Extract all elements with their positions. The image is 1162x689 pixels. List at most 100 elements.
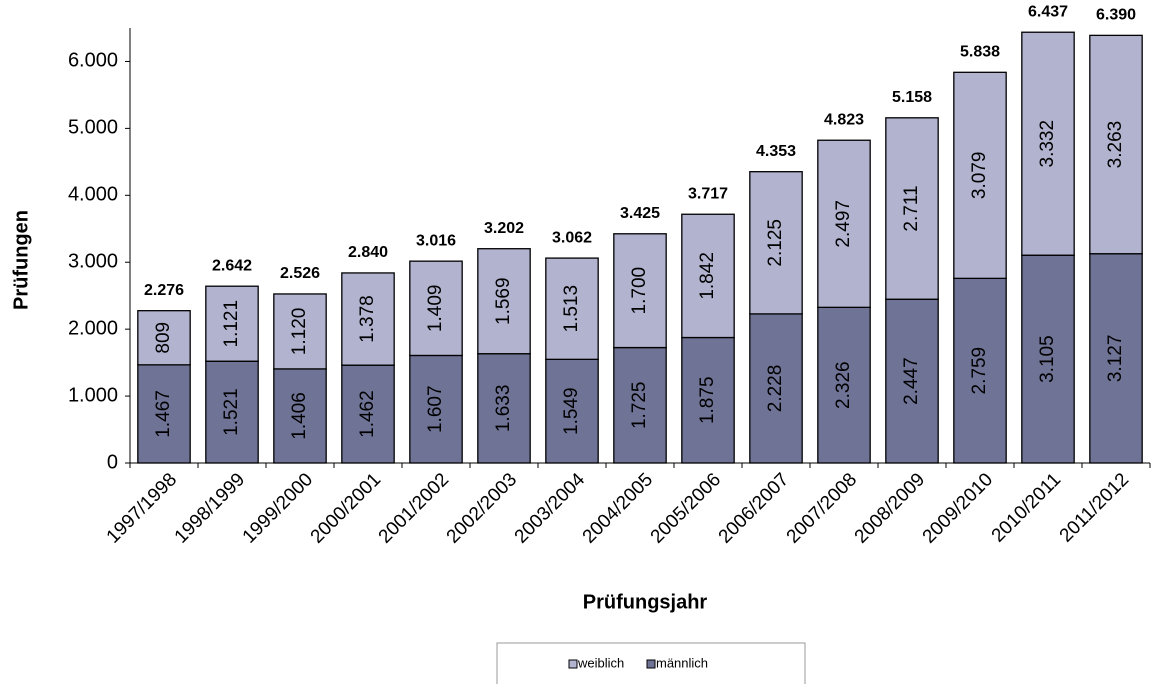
data-label: 1.120 — [289, 308, 310, 356]
x-axis-title: Prüfungsjahr — [583, 591, 708, 613]
data-label: 2.447 — [901, 357, 922, 405]
bar-segment — [817, 306, 871, 464]
data-label: 2.326 — [833, 361, 854, 409]
bar-segment — [885, 298, 939, 464]
bar-segment — [205, 360, 259, 464]
total-label: 4.823 — [824, 111, 864, 128]
bar-segment — [749, 313, 803, 464]
x-tick-label: 2007/2008 — [783, 469, 861, 547]
bar-segment — [477, 248, 531, 355]
bar-segment — [613, 233, 667, 349]
total-label: 3.202 — [484, 220, 524, 237]
y-tick-label: 3.000 — [68, 251, 118, 273]
bar-segment — [1021, 254, 1075, 464]
y-tick-label: 6.000 — [68, 50, 118, 72]
x-tick-label: 2008/2009 — [851, 469, 929, 547]
bar-segment — [137, 310, 191, 366]
total-label: 5.838 — [960, 44, 1000, 61]
x-tick-label: 2009/2010 — [919, 469, 997, 547]
data-label: 2.125 — [765, 219, 786, 267]
data-label: 1.121 — [221, 300, 242, 348]
data-label: 3.079 — [969, 152, 990, 200]
data-label: 1.467 — [153, 390, 174, 438]
x-tick-label: 1997/1998 — [103, 469, 181, 547]
x-tick-label: 2010/2011 — [988, 469, 1065, 546]
data-label: 1.725 — [629, 382, 650, 430]
data-label: 3.105 — [1037, 335, 1058, 383]
legend-label: weiblich — [577, 655, 624, 670]
total-label: 2.840 — [348, 244, 388, 261]
bar-segment — [341, 364, 395, 464]
data-label: 3.332 — [1037, 120, 1058, 168]
bar-segment — [1089, 253, 1143, 464]
data-label: 1.842 — [697, 252, 718, 300]
data-label: 2.497 — [833, 200, 854, 248]
data-label: 1.549 — [561, 387, 582, 435]
total-label: 3.062 — [552, 229, 592, 246]
y-tick-label: 5.000 — [68, 117, 118, 139]
bar-segment — [137, 364, 191, 464]
y-axis-title: Prüfungen — [10, 210, 32, 310]
data-label: 1.406 — [289, 392, 310, 440]
data-label: 809 — [153, 322, 174, 354]
bar-segment — [409, 260, 463, 357]
x-tick-label: 2000/2001 — [307, 469, 385, 547]
data-label: 2.711 — [901, 185, 922, 231]
x-tick-label: 2011/2012 — [1056, 469, 1133, 546]
bar-segment — [817, 139, 871, 308]
total-label: 2.642 — [212, 257, 252, 274]
legend-swatch — [646, 659, 656, 669]
bar-segment — [885, 117, 939, 300]
x-tick-label: 1998/1999 — [171, 469, 249, 547]
total-label: 5.158 — [892, 89, 932, 106]
bar-segment — [749, 171, 803, 315]
bar-segment — [409, 354, 463, 464]
bar-segment — [1021, 31, 1075, 256]
total-label: 6.437 — [1028, 3, 1068, 20]
data-label: 3.127 — [1105, 335, 1126, 383]
bar-segment — [1089, 34, 1143, 255]
data-label: 1.409 — [425, 285, 446, 333]
data-label: 1.378 — [357, 295, 378, 343]
bar-segment — [545, 358, 599, 464]
bar-segment — [953, 277, 1007, 464]
total-label: 3.016 — [416, 232, 456, 249]
x-tick-label: 2001/2002 — [375, 469, 453, 547]
data-label: 1.521 — [221, 388, 242, 436]
y-tick-label: 4.000 — [68, 184, 118, 206]
total-label: 3.717 — [688, 185, 728, 202]
data-label: 1.462 — [357, 390, 378, 438]
x-tick-label: 1999/2000 — [239, 469, 317, 547]
data-label: 3.263 — [1105, 121, 1126, 169]
total-label: 3.425 — [620, 205, 660, 222]
x-tick-label: 2006/2007 — [715, 469, 793, 547]
legend-label: männlich — [656, 655, 708, 670]
data-label: 1.633 — [493, 385, 514, 433]
y-tick-label: 0 — [107, 451, 118, 473]
x-tick-label: 2003/2004 — [511, 469, 590, 548]
total-label: 2.526 — [280, 265, 320, 282]
bar-segment — [681, 336, 735, 464]
data-label: 1.700 — [629, 267, 650, 315]
total-label: 4.353 — [756, 143, 796, 160]
total-label: 2.276 — [144, 282, 184, 299]
bar-segment — [273, 293, 327, 370]
data-label: 1.513 — [561, 285, 582, 333]
total-label: 6.390 — [1096, 7, 1136, 24]
x-tick-label: 2002/2003 — [443, 469, 521, 547]
bar-segment — [613, 346, 667, 464]
x-tick-label: 2005/2006 — [647, 469, 725, 547]
data-label: 1.569 — [493, 277, 514, 325]
bar-segment — [545, 257, 599, 360]
bar-segment — [205, 285, 259, 362]
bar-segment — [477, 353, 531, 464]
data-label: 1.875 — [697, 376, 718, 424]
y-tick-label: 1.000 — [68, 384, 118, 406]
data-label: 2.759 — [969, 347, 990, 395]
legend-swatch — [568, 659, 578, 669]
bar-segment — [341, 272, 395, 366]
data-label: 1.607 — [425, 385, 446, 433]
bar-segment — [681, 213, 735, 339]
